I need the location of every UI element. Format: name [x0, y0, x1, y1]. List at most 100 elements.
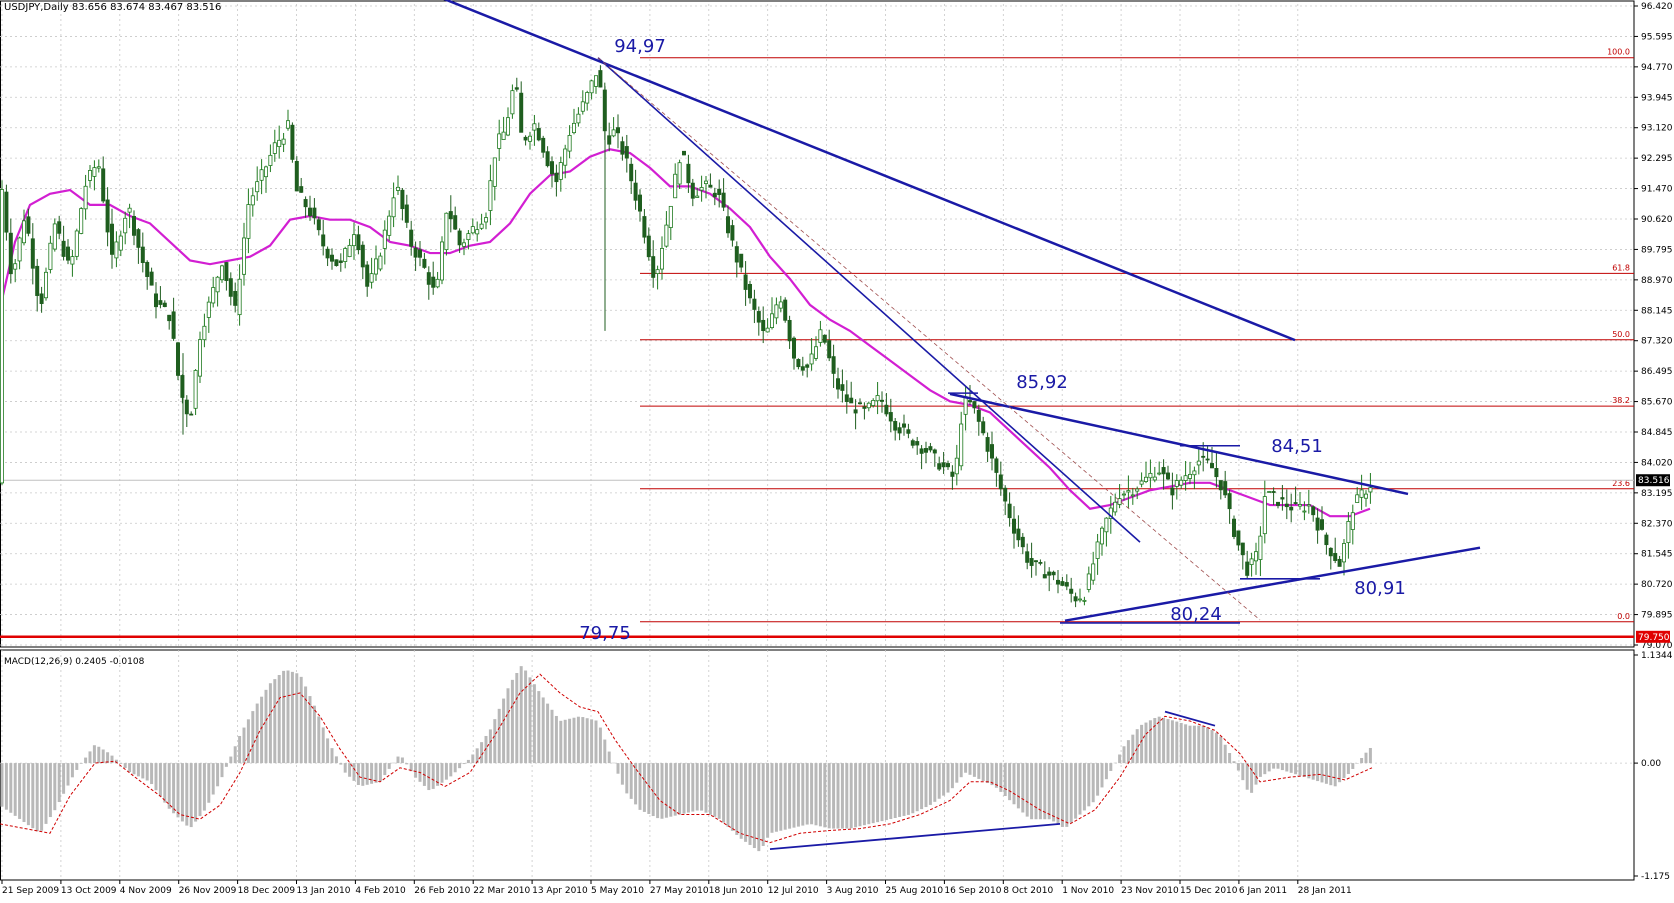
time-tick-label: 8 Oct 2010	[1003, 886, 1053, 896]
macd-histogram-bar	[66, 763, 70, 786]
candle-body	[646, 235, 651, 258]
macd-histogram-bar	[392, 762, 396, 764]
macd-histogram-bar	[1316, 763, 1320, 782]
candle-body	[197, 339, 202, 377]
candle-body	[730, 225, 735, 241]
macd-histogram-bar	[1355, 763, 1359, 764]
candle-body	[167, 314, 172, 322]
candle-body	[30, 238, 35, 269]
macd-histogram-bar	[132, 763, 136, 775]
candle-body	[1170, 487, 1175, 496]
candle-body	[1346, 521, 1351, 544]
macd-divergence-line	[1164, 710, 1216, 727]
macd-histogram-bar	[1104, 763, 1108, 780]
macd-histogram-bar	[678, 763, 682, 815]
candle-body	[554, 172, 559, 183]
candle-body	[1227, 493, 1232, 510]
macd-histogram-bar	[766, 763, 770, 838]
candle-body	[158, 300, 163, 305]
candle-body	[215, 276, 220, 293]
macd-histogram-bar	[1047, 763, 1051, 820]
macd-histogram-bar	[541, 697, 545, 764]
candle-body	[814, 346, 819, 359]
macd-histogram-bar	[18, 763, 22, 819]
candle-body	[752, 298, 757, 310]
candle-body	[1280, 497, 1285, 500]
candle-body	[110, 223, 115, 255]
macd-histogram-bar	[845, 763, 849, 829]
candle-body	[994, 458, 999, 473]
macd-histogram-bar	[75, 763, 79, 770]
macd-histogram-bar	[1052, 763, 1056, 822]
candle-body	[607, 135, 612, 145]
candle-body	[1262, 496, 1267, 535]
macd-histogram-bar	[198, 763, 202, 817]
macd-histogram-bar	[224, 763, 228, 767]
candle-body	[875, 395, 880, 402]
macd-histogram-bar	[1131, 734, 1135, 764]
candle-body	[805, 364, 810, 368]
candle-body	[57, 221, 62, 234]
macd-histogram-bar	[123, 763, 127, 768]
macd-histogram-bar	[88, 751, 92, 764]
macd-histogram-bar	[295, 673, 299, 764]
macd-histogram-bar	[1346, 763, 1350, 774]
macd-histogram-bar	[330, 748, 334, 764]
macd-histogram-bar	[735, 763, 739, 835]
candle-body	[1104, 517, 1109, 533]
macd-histogram-bar	[726, 763, 730, 827]
fib-level-label: 38.2	[1612, 396, 1630, 405]
macd-histogram-bar	[576, 716, 580, 764]
price-tick-label: 96.420	[1641, 2, 1673, 12]
macd-histogram-bar	[40, 763, 44, 831]
macd-histogram-bar	[1241, 763, 1245, 781]
macd-histogram-bar	[207, 763, 211, 803]
candle-body	[369, 273, 374, 283]
macd-histogram-bar	[1236, 763, 1240, 771]
candle-body	[70, 256, 75, 265]
candle-body	[325, 248, 330, 259]
candle-body	[1144, 476, 1149, 482]
candle-body	[998, 474, 1003, 490]
macd-histogram-bar	[202, 763, 206, 811]
candle-body	[26, 216, 31, 234]
candle-body	[1368, 487, 1373, 493]
candle-body	[1100, 527, 1105, 545]
macd-histogram-bar	[757, 763, 761, 852]
candle-body	[866, 402, 871, 409]
candle-body	[1117, 498, 1122, 505]
price-annotation: 85,92	[1016, 372, 1068, 393]
candle-body	[1342, 543, 1347, 563]
price-tick-label: 93.120	[1641, 124, 1673, 134]
candle-body	[272, 142, 277, 154]
candle-body	[83, 185, 88, 210]
candle-body	[268, 154, 273, 166]
macd-histogram-bar	[620, 763, 624, 785]
candle-body	[391, 197, 396, 218]
macd-histogram-bar	[629, 763, 633, 799]
candle-body	[695, 195, 700, 198]
macd-histogram-bar	[101, 749, 105, 764]
macd-tick-label: -1.175	[1641, 872, 1670, 882]
price-tick-label: 95.595	[1641, 32, 1673, 42]
macd-histogram-bar	[920, 763, 924, 810]
macd-histogram-bar	[326, 738, 330, 764]
candle-body	[461, 242, 466, 247]
candle-body	[871, 400, 876, 406]
current-price-label: 83.516	[1638, 476, 1670, 486]
macd-histogram-bar	[704, 763, 708, 813]
candle-body	[483, 217, 488, 223]
macd-histogram-bar	[964, 763, 968, 773]
candle-body	[8, 232, 13, 275]
macd-histogram-bar	[97, 746, 101, 764]
price-annotation: 80,24	[1170, 604, 1222, 625]
macd-histogram-bar	[590, 719, 594, 764]
macd-histogram-bar	[1364, 752, 1368, 764]
macd-histogram-bar	[977, 763, 981, 779]
candle-body	[541, 137, 546, 153]
candle-body	[937, 463, 942, 470]
macd-histogram-bar	[493, 719, 497, 764]
macd-histogram-bar	[792, 763, 796, 828]
macd-histogram-bar	[695, 763, 699, 811]
macd-histogram-bar	[805, 763, 809, 825]
